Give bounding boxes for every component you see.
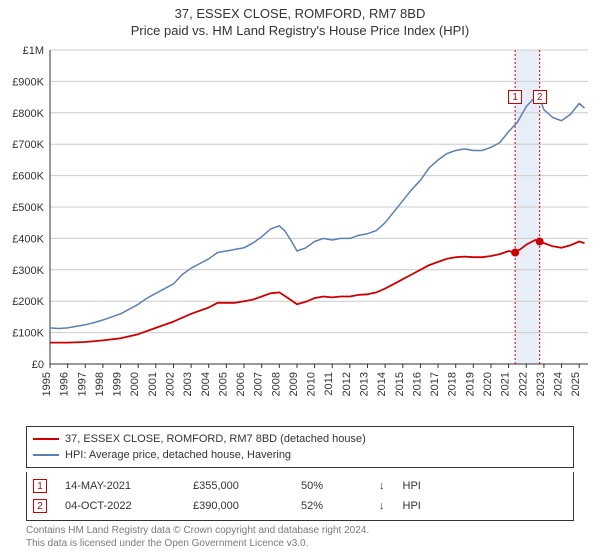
svg-text:£300K: £300K — [12, 265, 44, 277]
legend-label: HPI: Average price, detached house, Have… — [65, 449, 291, 461]
svg-text:1997: 1997 — [76, 372, 88, 396]
legend: 37, ESSEX CLOSE, ROMFORD, RM7 8BD (detac… — [26, 426, 574, 468]
legend-row-1: HPI: Average price, detached house, Have… — [33, 447, 567, 463]
svg-text:2020: 2020 — [482, 372, 494, 396]
footer-attribution: Contains HM Land Registry data © Crown c… — [26, 525, 574, 550]
svg-text:2014: 2014 — [376, 372, 388, 396]
legend-swatch — [33, 454, 59, 456]
svg-text:2015: 2015 — [394, 372, 406, 396]
svg-text:£400K: £400K — [12, 233, 44, 245]
sale-hpi-label: HPI — [403, 500, 421, 512]
svg-text:2019: 2019 — [464, 372, 476, 396]
sales-table: 1 14-MAY-2021 £355,000 50% ↓ HPI 2 04-OCT-2022 £… — [26, 472, 574, 521]
svg-text:2013: 2013 — [359, 372, 371, 396]
svg-text:2021: 2021 — [500, 372, 512, 396]
svg-text:1996: 1996 — [59, 372, 71, 396]
svg-text:£0: £0 — [32, 359, 44, 371]
sale-price: £355,000 — [193, 480, 283, 492]
svg-text:2002: 2002 — [164, 372, 176, 396]
svg-text:£900K: £900K — [12, 76, 44, 88]
svg-text:2023: 2023 — [535, 372, 547, 396]
sale-date: 04-OCT-2022 — [65, 500, 175, 512]
svg-text:£100K: £100K — [12, 328, 44, 340]
svg-text:£800K: £800K — [12, 108, 44, 120]
legend-row-0: 37, ESSEX CLOSE, ROMFORD, RM7 8BD (detac… — [33, 431, 567, 447]
legend-label: 37, ESSEX CLOSE, ROMFORD, RM7 8BD (detac… — [65, 433, 366, 445]
svg-text:2005: 2005 — [217, 372, 229, 396]
sale-row-0: 1 14-MAY-2021 £355,000 50% ↓ HPI — [33, 476, 567, 496]
sale-marker-1: 1 — [508, 90, 522, 104]
svg-text:2007: 2007 — [253, 372, 265, 396]
svg-text:2011: 2011 — [323, 372, 335, 396]
svg-text:£500K: £500K — [12, 202, 44, 214]
chart-title: 37, ESSEX CLOSE, ROMFORD, RM7 8BD — [0, 0, 600, 21]
svg-text:£1M: £1M — [23, 45, 44, 57]
sale-pct: 50% — [301, 480, 361, 492]
sale-hpi-label: HPI — [403, 480, 421, 492]
svg-text:2024: 2024 — [553, 372, 565, 396]
sale-pct: 52% — [301, 500, 361, 512]
svg-text:2004: 2004 — [200, 372, 212, 396]
svg-text:2025: 2025 — [570, 372, 582, 396]
sale-price: £390,000 — [193, 500, 283, 512]
svg-text:2010: 2010 — [306, 372, 318, 396]
svg-text:2017: 2017 — [429, 372, 441, 396]
svg-text:£700K: £700K — [12, 139, 44, 151]
legend-swatch — [33, 438, 59, 440]
down-arrow-icon: ↓ — [379, 500, 385, 512]
footer-line-1: Contains HM Land Registry data © Crown c… — [26, 525, 574, 538]
svg-text:1995: 1995 — [41, 372, 53, 396]
down-arrow-icon: ↓ — [379, 480, 385, 492]
sale-date: 14-MAY-2021 — [65, 480, 175, 492]
svg-text:1999: 1999 — [112, 372, 124, 396]
chart-container: £0 £100K £200K £300K £400K £500K £600K £700K £80… — [0, 42, 600, 422]
svg-text:£200K: £200K — [12, 296, 44, 308]
chart-subtitle: Price paid vs. HM Land Registry's House … — [0, 21, 600, 42]
sale-index-box: 1 — [33, 479, 47, 493]
sale-row-1: 2 04-OCT-2022 £390,000 52% ↓ HPI — [33, 496, 567, 516]
svg-text:2016: 2016 — [411, 372, 423, 396]
svg-text:2003: 2003 — [182, 372, 194, 396]
svg-text:1998: 1998 — [94, 372, 106, 396]
svg-text:2008: 2008 — [270, 372, 282, 396]
svg-text:2009: 2009 — [288, 372, 300, 396]
svg-text:2006: 2006 — [235, 372, 247, 396]
svg-text:2000: 2000 — [129, 372, 141, 396]
svg-text:£600K: £600K — [12, 171, 44, 183]
svg-text:2001: 2001 — [147, 372, 159, 396]
svg-text:2018: 2018 — [447, 372, 459, 396]
svg-text:2012: 2012 — [341, 372, 353, 396]
sale-index-box: 2 — [33, 499, 47, 513]
sale-marker-2: 2 — [533, 90, 547, 104]
footer-line-2: This data is licensed under the Open Gov… — [26, 538, 574, 551]
svg-text:2022: 2022 — [517, 372, 529, 396]
